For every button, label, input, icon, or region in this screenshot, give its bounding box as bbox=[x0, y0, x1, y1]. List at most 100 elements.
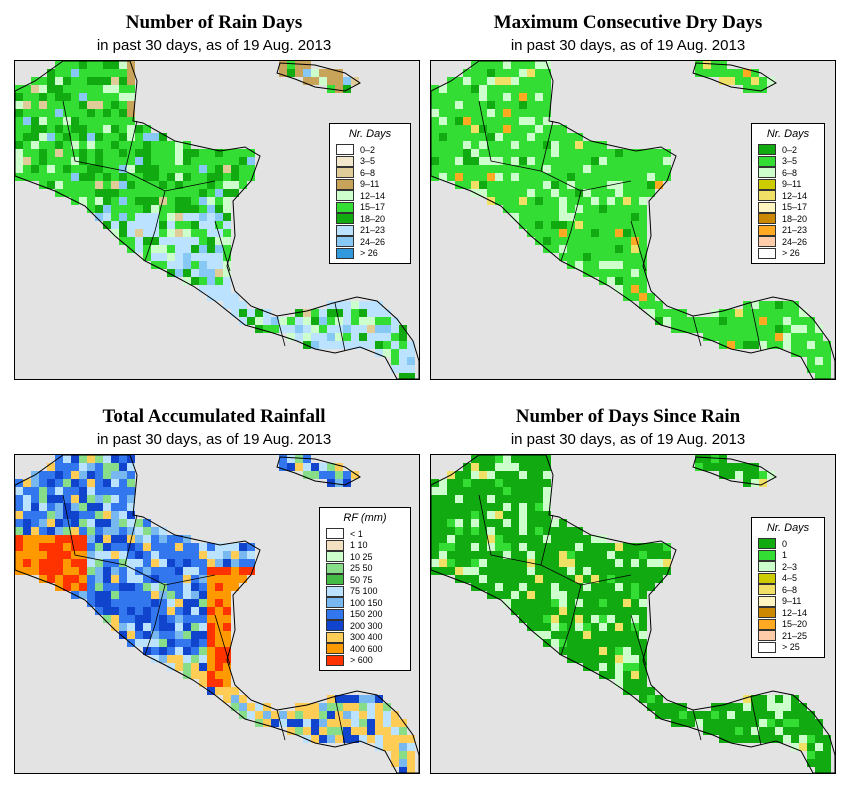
grid-cell bbox=[215, 543, 223, 551]
grid-cell bbox=[199, 543, 207, 551]
grid-cell bbox=[47, 463, 55, 471]
grid-cell bbox=[599, 543, 607, 551]
legend-item: 9–11 bbox=[758, 595, 818, 608]
grid-cell bbox=[599, 631, 607, 639]
grid-cell bbox=[823, 349, 831, 357]
grid-cell bbox=[135, 591, 143, 599]
grid-cell bbox=[735, 727, 743, 735]
grid-cell bbox=[407, 759, 415, 767]
grid-cell bbox=[503, 455, 511, 463]
grid-cell bbox=[87, 101, 95, 109]
grid-cell bbox=[231, 189, 239, 197]
grid-cell bbox=[671, 317, 679, 325]
grid-cell bbox=[775, 325, 783, 333]
grid-cell bbox=[639, 229, 647, 237]
grid-cell bbox=[55, 543, 63, 551]
legend-item: 24–26 bbox=[758, 236, 818, 248]
grid-cell bbox=[295, 309, 303, 317]
grid-cell bbox=[591, 631, 599, 639]
grid-cell bbox=[183, 173, 191, 181]
grid-cell bbox=[119, 471, 127, 479]
grid-cell bbox=[631, 591, 639, 599]
grid-cell bbox=[479, 69, 487, 77]
grid-cell bbox=[623, 229, 631, 237]
grid-cell bbox=[543, 229, 551, 237]
grid-cell bbox=[535, 479, 543, 487]
grid-cell bbox=[567, 237, 575, 245]
grid-cell bbox=[399, 751, 407, 759]
grid-cell bbox=[207, 655, 215, 663]
grid-cell bbox=[103, 519, 111, 527]
grid-cell bbox=[535, 61, 543, 69]
grid-cell bbox=[455, 93, 463, 101]
legend-item: 18–20 bbox=[336, 213, 404, 225]
grid-cell bbox=[639, 277, 647, 285]
grid-cell bbox=[343, 695, 351, 703]
grid-cell bbox=[639, 149, 647, 157]
grid-cell bbox=[735, 719, 743, 727]
grid-cell bbox=[263, 309, 271, 317]
grid-cell bbox=[207, 237, 215, 245]
grid-cell bbox=[95, 101, 103, 109]
grid-cell bbox=[39, 527, 47, 535]
grid-cell bbox=[767, 711, 775, 719]
grid-cell bbox=[455, 165, 463, 173]
grid-cell bbox=[567, 141, 575, 149]
grid-cell bbox=[311, 325, 319, 333]
grid-cell bbox=[87, 85, 95, 93]
grid-cell bbox=[807, 743, 815, 751]
grid-cell bbox=[39, 495, 47, 503]
grid-cell bbox=[543, 519, 551, 527]
grid-cell bbox=[799, 333, 807, 341]
grid-cell bbox=[407, 735, 415, 743]
legend-label: 3–5 bbox=[360, 156, 376, 167]
grid-cell bbox=[71, 173, 79, 181]
country-border bbox=[478, 100, 554, 172]
grid-cell bbox=[703, 317, 711, 325]
grid-cell bbox=[791, 711, 799, 719]
grid-cell bbox=[815, 767, 823, 773]
grid-cell bbox=[535, 101, 543, 109]
grid-cell bbox=[575, 639, 583, 647]
grid-cell bbox=[39, 101, 47, 109]
grid-cell bbox=[207, 293, 215, 301]
grid-cell bbox=[511, 205, 519, 213]
grid-cell bbox=[319, 719, 327, 727]
grid-cell bbox=[719, 317, 727, 325]
grid-cell bbox=[479, 471, 487, 479]
grid-cell bbox=[55, 157, 63, 165]
grid-cell bbox=[487, 575, 495, 583]
grid-cell bbox=[159, 599, 167, 607]
grid-cell bbox=[367, 301, 375, 309]
grid-cell bbox=[583, 189, 591, 197]
grid-cell bbox=[343, 341, 351, 349]
grid-cell bbox=[639, 583, 647, 591]
grid-cell bbox=[55, 117, 63, 125]
grid-cell bbox=[583, 229, 591, 237]
grid-cell bbox=[311, 719, 319, 727]
grid-cell bbox=[527, 173, 535, 181]
grid-cell bbox=[479, 93, 487, 101]
grid-cell bbox=[639, 647, 647, 655]
legend-swatch bbox=[758, 561, 776, 573]
legend-item: 12–14 bbox=[336, 190, 404, 202]
grid-cell bbox=[103, 157, 111, 165]
grid-cell bbox=[111, 101, 119, 109]
grid-cell bbox=[207, 607, 215, 615]
grid-cell bbox=[175, 575, 183, 583]
grid-cell bbox=[135, 583, 143, 591]
grid-cell bbox=[711, 711, 719, 719]
grid-cell bbox=[63, 109, 71, 117]
grid-cell bbox=[31, 567, 39, 575]
grid-cell bbox=[239, 157, 247, 165]
grid-cell bbox=[135, 141, 143, 149]
grid-cell bbox=[199, 277, 207, 285]
grid-cell bbox=[271, 719, 279, 727]
grid-cell bbox=[119, 487, 127, 495]
grid-cell bbox=[727, 333, 735, 341]
grid-cell bbox=[631, 631, 639, 639]
grid-cell bbox=[575, 583, 583, 591]
grid-cell bbox=[599, 591, 607, 599]
grid-cell bbox=[407, 349, 415, 357]
grid-cell bbox=[351, 325, 359, 333]
